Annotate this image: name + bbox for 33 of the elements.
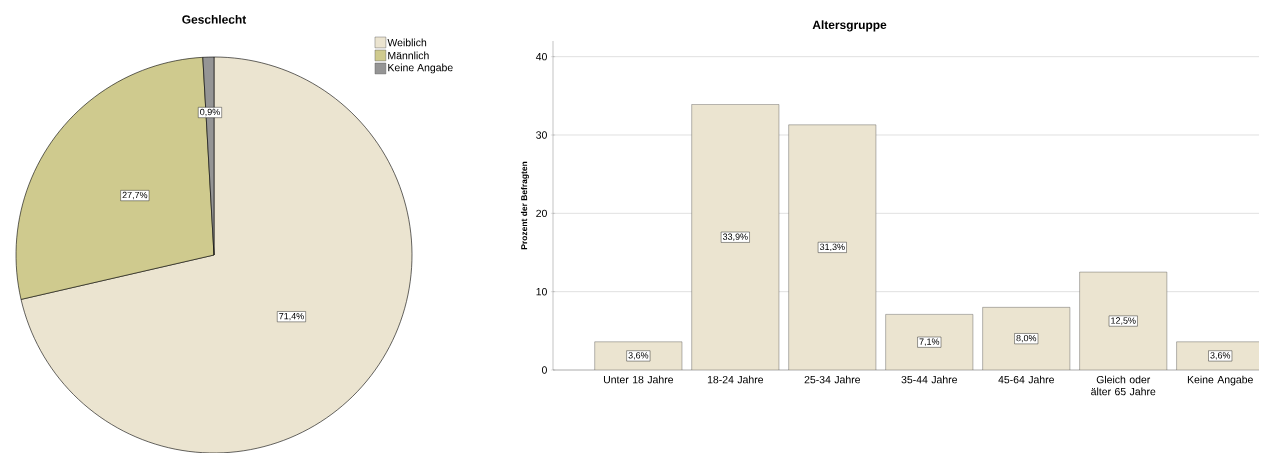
x-tick-label: Keine Angabe — [1187, 375, 1253, 386]
x-tick-label: Gleich oder älter 65 Jahre — [1091, 375, 1156, 396]
data-label: 27,7% — [122, 191, 148, 200]
bar — [885, 314, 974, 370]
x-tick-label: 35-44 Jahre — [901, 375, 957, 384]
y-tick-label: 30 — [536, 131, 547, 139]
bar — [982, 307, 1071, 370]
y-tick-label: 20 — [536, 209, 547, 218]
data-label: 3,6% — [628, 352, 649, 360]
data-label: 33,9% — [722, 233, 748, 241]
bar — [788, 124, 877, 370]
data-label: 8,0% — [1016, 334, 1037, 343]
data-label: 71,4% — [279, 312, 304, 321]
y-tick-label: 10 — [536, 287, 547, 296]
legend-label: Keine Angabe — [388, 63, 453, 74]
chart-title: Geschlecht — [182, 14, 247, 24]
y-axis-title: Prozent der Befragten — [520, 161, 529, 250]
legend-label: Weiblich — [387, 38, 427, 47]
chart-title: Altersgruppe — [812, 20, 887, 32]
x-tick-label: 25-34 Jahre — [804, 375, 861, 384]
legend-label: Männlich — [388, 51, 429, 60]
bar — [1079, 271, 1168, 370]
data-label: 31,3% — [819, 243, 845, 252]
data-label: 7,1% — [919, 338, 940, 346]
bar — [691, 104, 780, 370]
x-tick-label: 18-24 Jahre — [707, 375, 764, 384]
y-tick-label: 40 — [535, 52, 547, 61]
data-label: 3,6% — [1210, 352, 1231, 360]
data-label: 12,5% — [1111, 317, 1136, 325]
data-label: 0,9% — [200, 108, 220, 117]
x-tick-label: Unter 18 Jahre — [603, 375, 674, 384]
x-tick-label: 45-64 Jahre — [998, 375, 1054, 384]
y-tick-label: 0 — [541, 366, 547, 374]
